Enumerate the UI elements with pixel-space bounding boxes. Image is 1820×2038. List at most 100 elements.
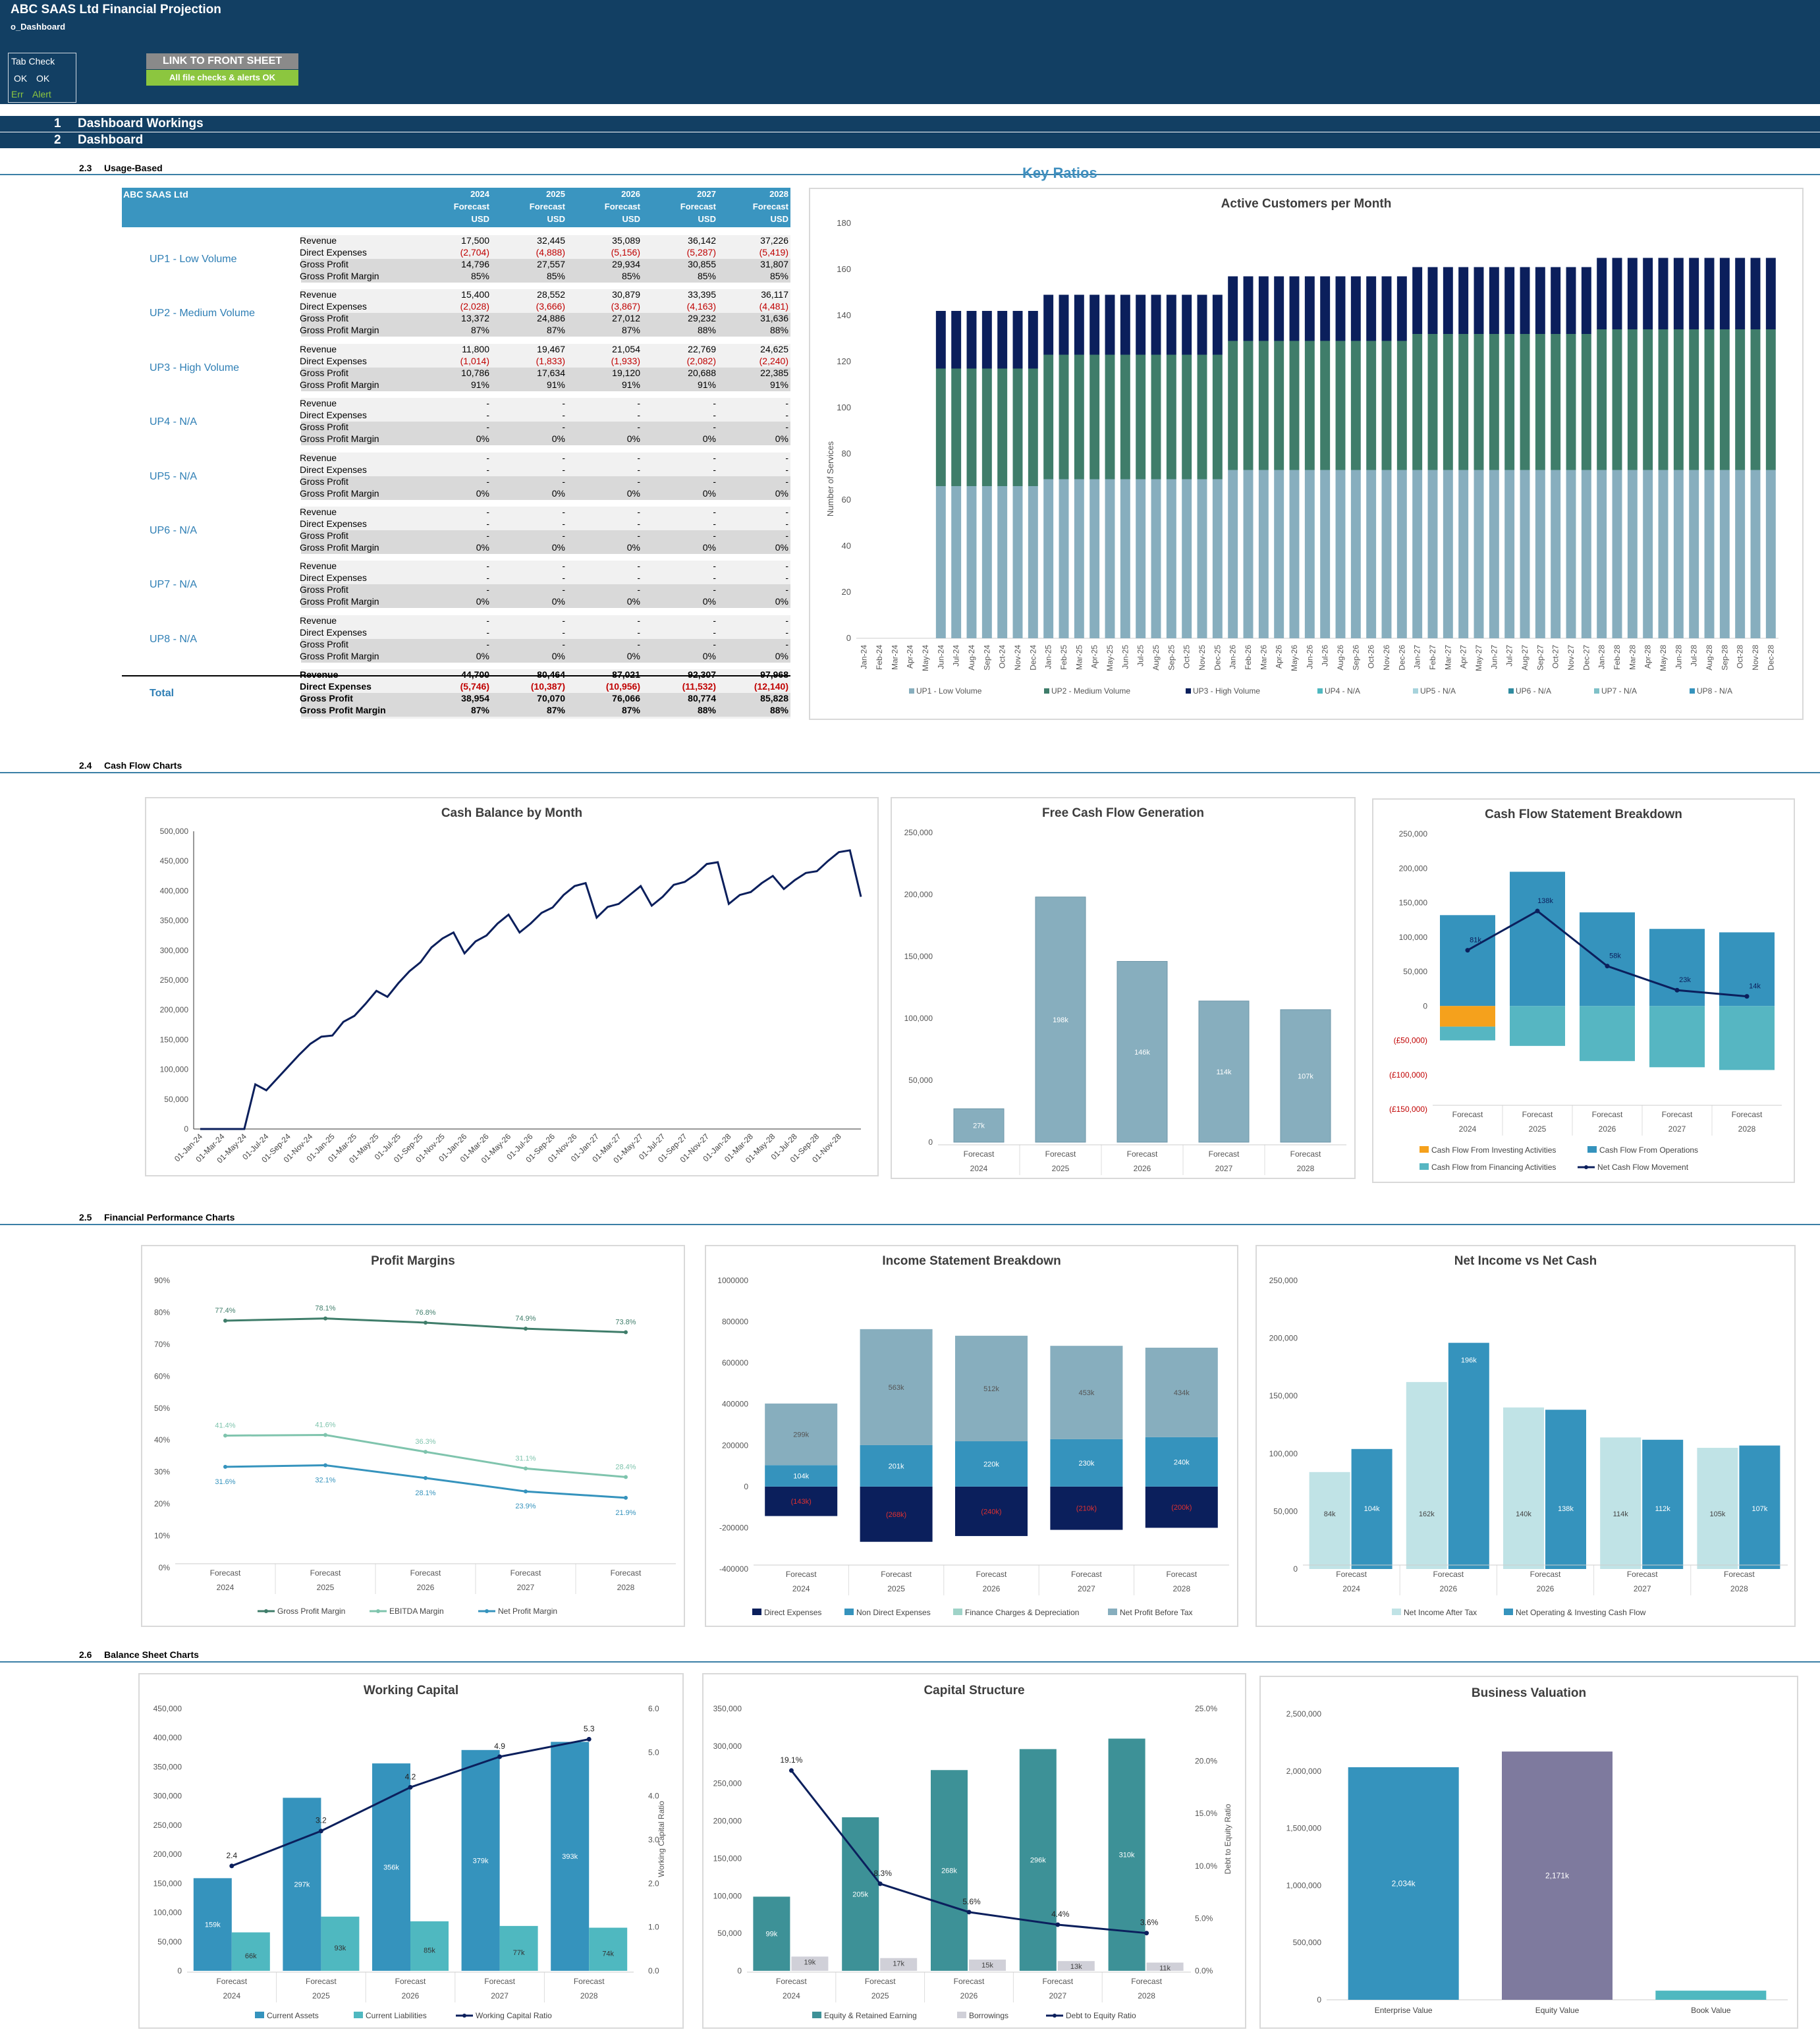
legend-swatch [1392, 1609, 1401, 1615]
table-year-header: 2025 [546, 189, 565, 199]
table-cell: 85% [546, 271, 565, 281]
x-tick-label: 2024 [1459, 1124, 1477, 1134]
bar-data-label: 17k [893, 1960, 904, 1968]
table-unit-header: USD [698, 214, 716, 224]
x-tick-label: 2028 [1172, 1584, 1190, 1593]
x-tick-label: Sep-26 [1351, 645, 1360, 671]
table-cell: 85% [769, 271, 788, 281]
legend-label: UP2 - Medium Volume [1051, 686, 1130, 696]
x-tick-label: Jul-27 [1505, 645, 1514, 667]
y-tick-label: 100,000 [153, 1908, 182, 1917]
legend-label: Net Cash Flow Movement [1597, 1163, 1689, 1172]
table-cell: (12,140) [754, 681, 788, 692]
bar-data-label: 112k [1655, 1505, 1671, 1513]
chart-title: Net Income vs Net Cash [1454, 1254, 1597, 1268]
bar-data-label: 205k [852, 1890, 868, 1898]
x-tick-label: Aug-25 [1151, 645, 1161, 671]
customer-bar-segment [1520, 267, 1530, 334]
x-tick-label: Forecast [1627, 1570, 1658, 1579]
table-cell: - [486, 615, 489, 626]
x-tick-label: Forecast [574, 1977, 605, 1986]
table-forecast-header: Forecast [453, 202, 489, 211]
table-cell: 97,968 [716, 669, 788, 680]
customer-bar-segment [1304, 276, 1315, 341]
bar-data-label: 296k [1030, 1857, 1046, 1865]
net-income-bar [1697, 1448, 1738, 1569]
customer-bar-segment [1535, 470, 1545, 638]
chart-title: Working Capital [363, 1684, 459, 1697]
table-group-name: UP2 - Medium Volume [150, 308, 256, 319]
customer-bar-segment [1182, 354, 1192, 480]
x-tick-label: Forecast [776, 1977, 807, 1986]
customer-bar-segment [1151, 354, 1161, 480]
line-data-label: 31.6% [215, 1478, 235, 1486]
x-tick-label: May-24 [921, 645, 930, 671]
financing-bar [1649, 1006, 1705, 1068]
table-cell: - [785, 561, 788, 572]
table-cell: - [562, 410, 565, 421]
customer-bar-segment [1658, 470, 1668, 638]
y2-tick-label: 15.0% [1195, 1809, 1217, 1818]
customer-bar-segment [1735, 470, 1746, 638]
y-tick-label: 200,000 [160, 1005, 189, 1014]
customer-bar-segment [1658, 329, 1668, 470]
customer-bar-segment [1028, 311, 1038, 369]
line-data-label: 5.3 [584, 1724, 595, 1733]
table-cell: 36,117 [761, 289, 788, 300]
table-cell: - [637, 452, 640, 463]
customer-bar-segment [1551, 470, 1561, 638]
table-cell: 85% [697, 271, 716, 281]
customer-bar-segment [1765, 329, 1776, 470]
legend-marker [1584, 1165, 1588, 1169]
profit-margins-chart: Profit Margins 0% 10% 20% 30% 40% 50% 60% 70% 80… [141, 1245, 685, 1627]
table-row-label: Revenue [300, 669, 338, 680]
bar-data-label: 138k [1558, 1505, 1574, 1513]
y-tick-label: 200,000 [1399, 864, 1428, 873]
table-row-label: Gross Profit Margin [300, 433, 379, 445]
legend-label: Net Income After Tax [1404, 1608, 1477, 1617]
customer-bar-segment [1643, 329, 1653, 470]
table-group-name: UP8 - N/A [150, 633, 198, 645]
x-tick-label: Forecast [1336, 1570, 1367, 1579]
customer-bar-segment [1566, 334, 1576, 470]
x-tick-label: Jul-28 [1690, 645, 1699, 667]
table-cell: 0% [551, 596, 565, 607]
net-profit-bar [1050, 1346, 1123, 1439]
customer-bar-segment [1427, 267, 1438, 334]
line-data-label: 138k [1537, 897, 1553, 905]
x-tick-label: Forecast [1433, 1570, 1464, 1579]
bar-data-label: 104k [793, 1473, 809, 1481]
table-cell: - [713, 530, 716, 541]
bar-data-label: 114k [1216, 1068, 1232, 1076]
net-cash-flow-point [1744, 994, 1750, 999]
link-to-front-sheet-button[interactable]: LINK TO FRONT SHEET [146, 53, 298, 69]
x-tick-label: 2024 [217, 1583, 234, 1592]
legend-label: UP3 - High Volume [1193, 686, 1260, 696]
x-tick-label: 2025 [317, 1583, 335, 1592]
legend-marker [1053, 2014, 1057, 2018]
chart-title: Business Valuation [1471, 1686, 1587, 1700]
customer-bar-segment [1120, 354, 1130, 480]
table-cell: - [785, 572, 788, 584]
bar-data-label: 196k [1461, 1357, 1477, 1365]
y-tick-label: 100,000 [713, 1891, 742, 1900]
line-data-label: 73.8% [615, 1318, 636, 1326]
section-dashboard[interactable]: 2 Dashboard [0, 132, 1820, 148]
section-dashboard-workings[interactable]: 1 Dashboard Workings [0, 116, 1820, 132]
chart-title: Free Cash Flow Generation [1042, 806, 1204, 820]
table-cell: - [562, 518, 565, 529]
x-tick-label: Sep-27 [1535, 645, 1545, 671]
customer-bar-segment [1612, 258, 1622, 329]
table-cell: - [713, 584, 716, 595]
net-income-vs-net-cash-chart: Net Income vs Net Cash 0 50,000 100,000 150… [1255, 1245, 1796, 1627]
customer-bar-segment [1381, 341, 1392, 470]
x-tick-label: Jan-26 [1228, 645, 1238, 669]
customer-bar-segment [1136, 354, 1146, 480]
legend-label: Cash Flow From Operations [1599, 1145, 1698, 1155]
chart-title: Cash Balance by Month [441, 806, 583, 820]
x-tick-label: Forecast [611, 1568, 642, 1578]
customer-bar-segment [1151, 294, 1161, 355]
customer-bar-segment [1735, 329, 1746, 470]
y-tick-label: 150,000 [904, 952, 933, 961]
table-cell: 24,625 [760, 343, 788, 354]
